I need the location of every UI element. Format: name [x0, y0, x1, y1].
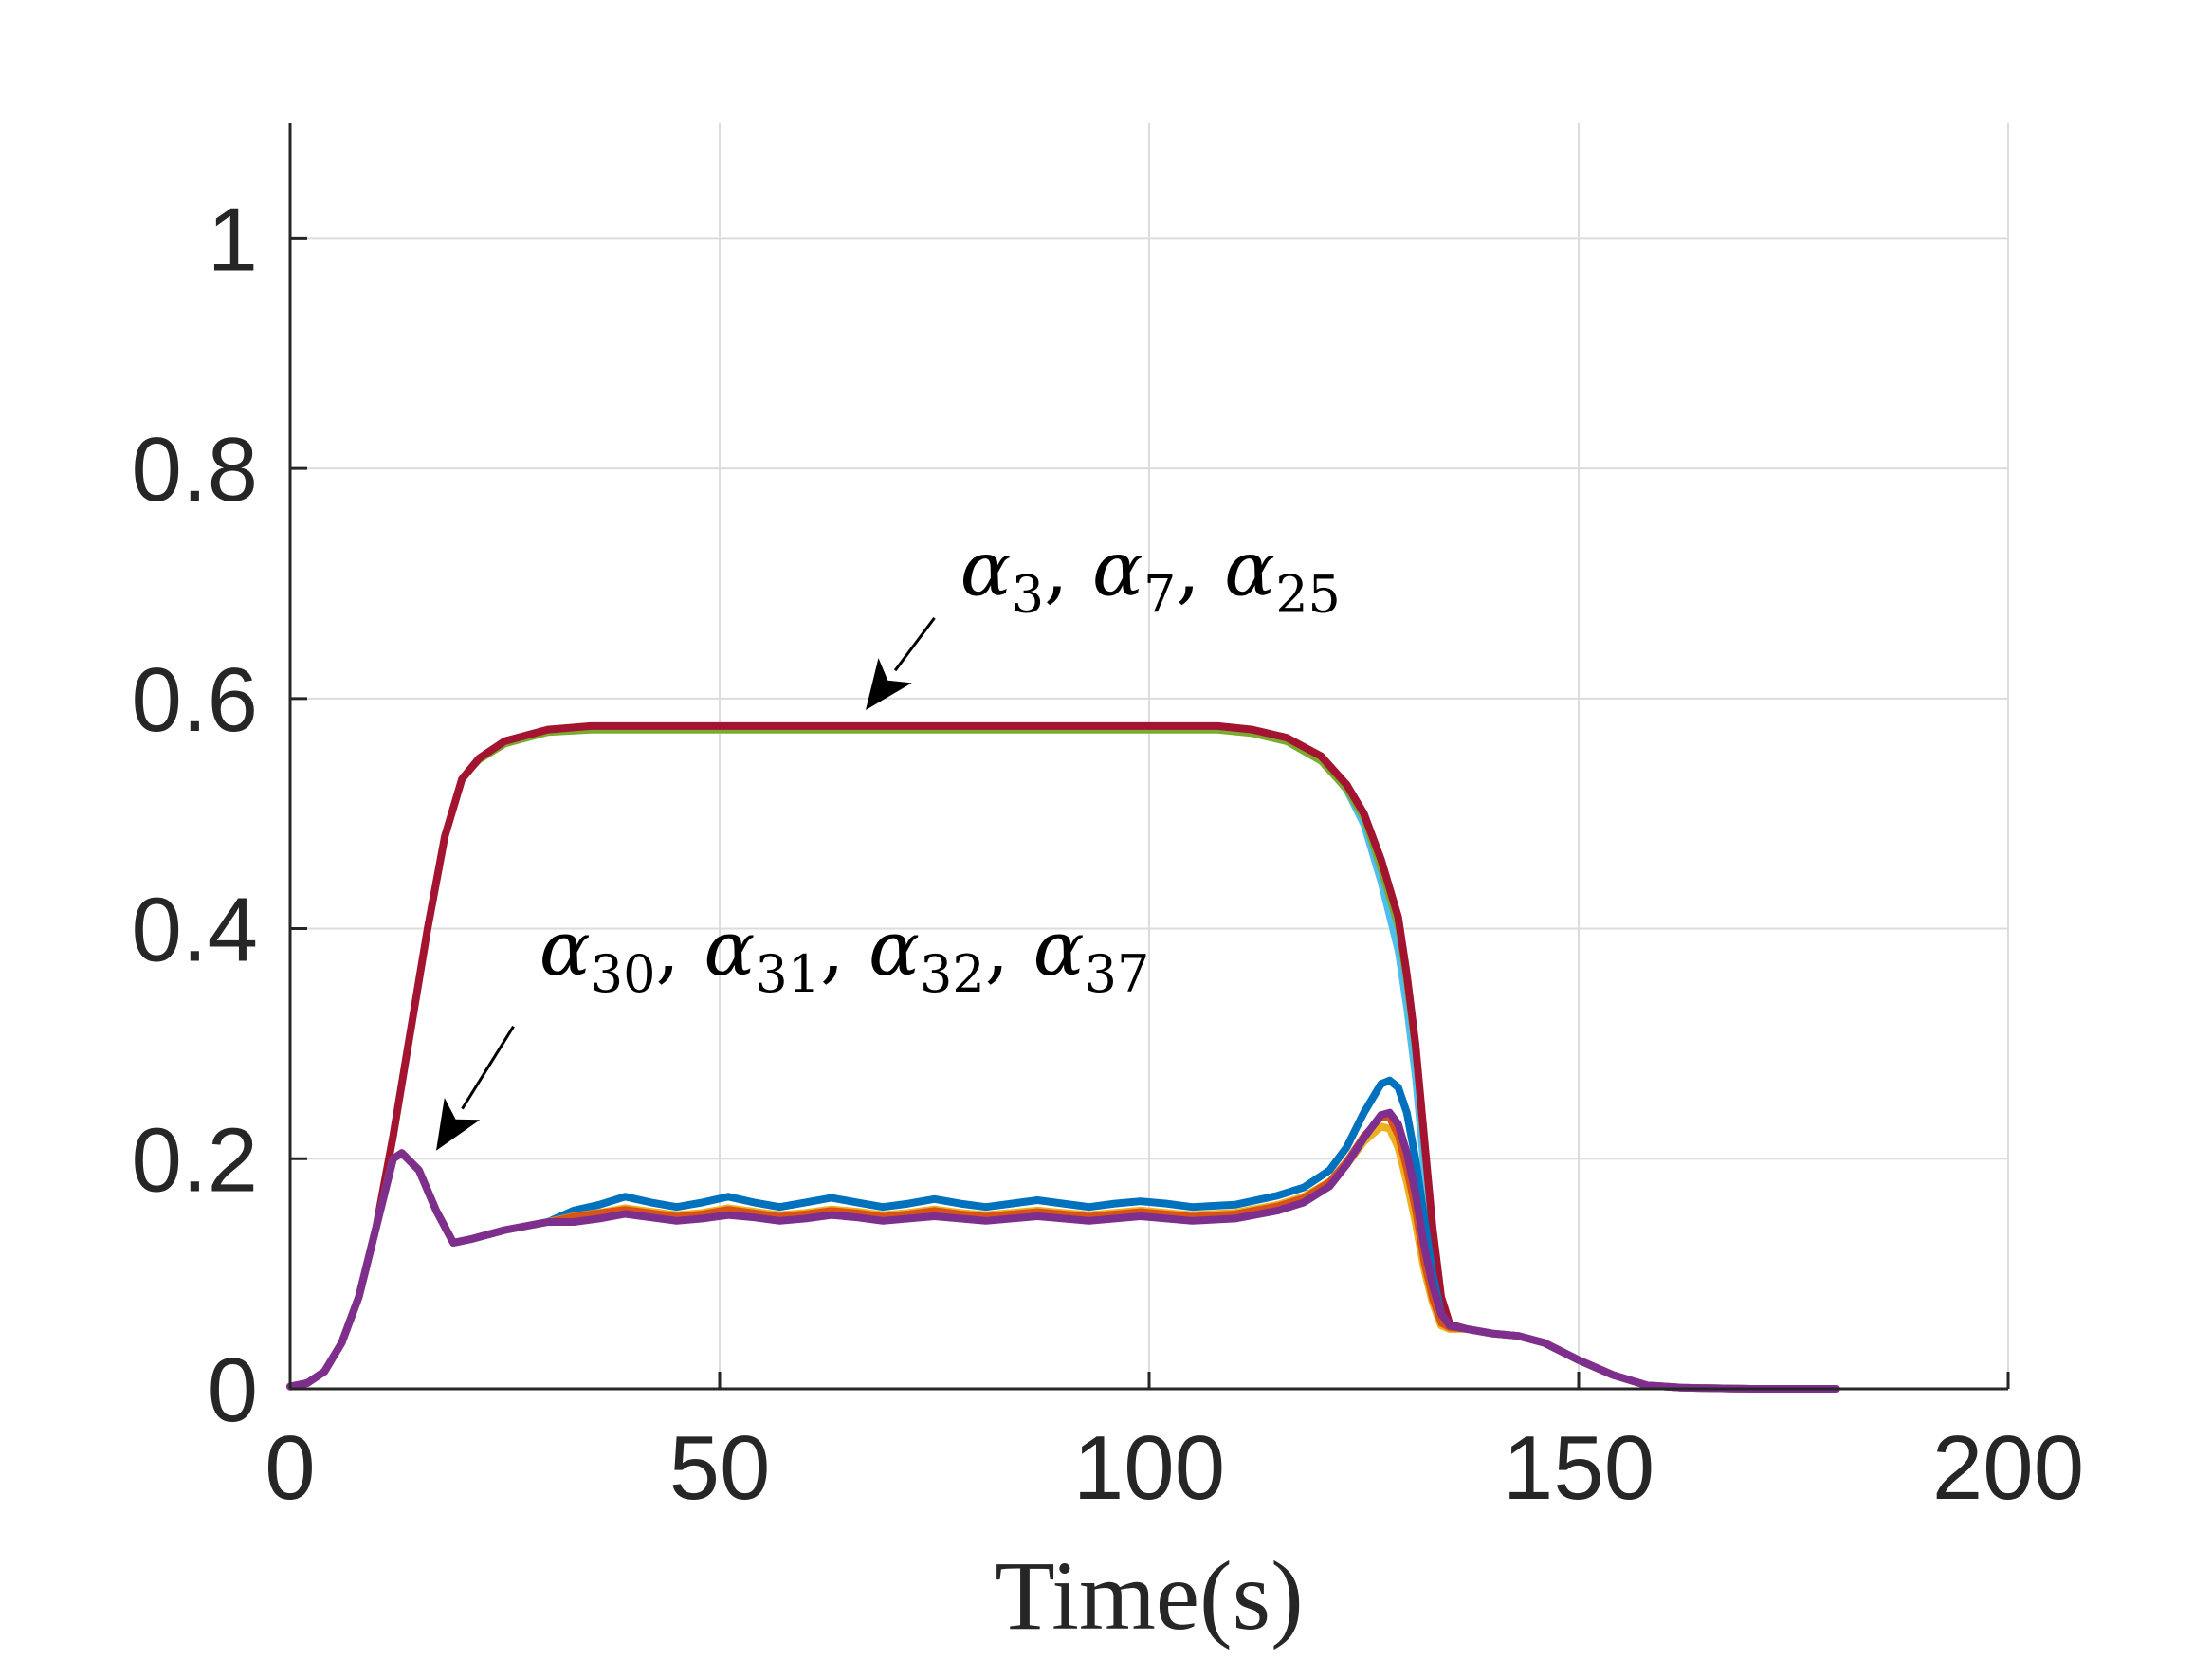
x-axis-label: Time(s): [995, 1541, 1304, 1650]
annotation-symbol: α: [1092, 525, 1143, 613]
annotation-subscript: 37: [1085, 944, 1150, 1004]
annotation-upper: α3, α7, α25: [866, 525, 1341, 710]
y-tick-label: 0.4: [132, 880, 258, 981]
annotation-arrow-shaft: [461, 1025, 515, 1110]
y-tick-label: 1: [208, 189, 258, 290]
annotation-symbol: α: [960, 525, 1012, 613]
series-line-α37: [286, 1108, 1840, 1393]
annotation-label: α30, α31, α32, α37: [539, 904, 1150, 1004]
annotation-subscript: 32: [920, 944, 985, 1004]
annotation-separator: ,: [1176, 525, 1224, 613]
annotation-symbol: α: [539, 904, 591, 993]
x-tick-labels: 0 50 100 150 200: [265, 1417, 2084, 1519]
annotation-symbol: α: [868, 904, 920, 993]
x-tick-label: 200: [1932, 1417, 2084, 1519]
x-tick-label: 0: [265, 1417, 315, 1519]
series-layer: [286, 721, 1840, 1393]
axes: [288, 123, 2010, 1391]
annotation-symbol: α: [1224, 525, 1275, 613]
annotation-label: α3, α7, α25: [960, 525, 1341, 625]
y-tick-label: 0: [208, 1340, 258, 1441]
x-tick-label: 100: [1073, 1417, 1225, 1519]
annotation-arrow-head: [436, 1098, 481, 1151]
annotation-subscript: 25: [1275, 565, 1341, 625]
annotation-lower: α30, α31, α32, α37: [436, 904, 1149, 1151]
annotation-arrow-head: [866, 658, 912, 710]
annotation-symbol: α: [1033, 904, 1085, 993]
x-tick-label: 150: [1503, 1417, 1654, 1519]
annotation-subscript: 30: [591, 944, 656, 1004]
x-tick-label: 50: [669, 1417, 771, 1519]
annotation-symbol: α: [704, 904, 755, 993]
annotation-separator: ,: [820, 904, 868, 993]
plot-area: [286, 123, 2010, 1393]
annotation-separator: ,: [655, 904, 704, 993]
annotation-subscript: 3: [1012, 565, 1044, 625]
annotation-arrow-shaft: [893, 616, 936, 672]
y-tick-label: 0.2: [132, 1109, 258, 1211]
annotation-separator: ,: [1044, 525, 1092, 613]
annotation-separator: ,: [985, 904, 1033, 993]
annotation-subscript: 31: [755, 944, 820, 1004]
y-tick-label: 0.6: [132, 649, 258, 751]
annotation-subscript: 7: [1143, 565, 1176, 625]
y-tick-labels: 0 0.2 0.4 0.6 0.8 1: [132, 189, 258, 1441]
y-tick-label: 0.8: [132, 419, 258, 520]
